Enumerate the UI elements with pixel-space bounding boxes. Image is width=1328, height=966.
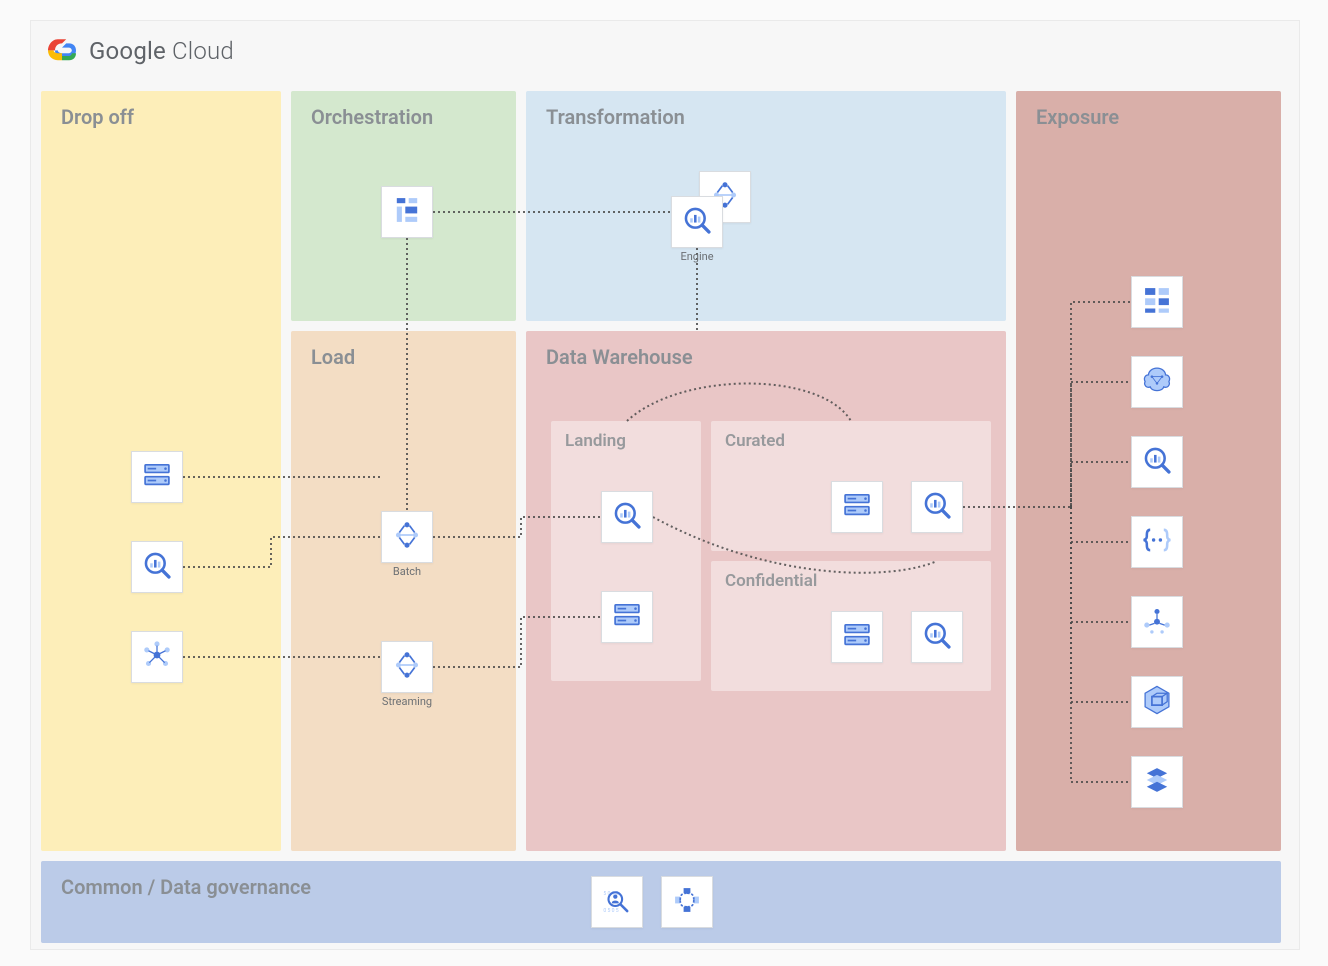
node-orch1 — [381, 186, 433, 238]
dataflow-icon — [390, 648, 424, 686]
node-curated2 — [911, 481, 963, 533]
bigquery-icon — [610, 498, 644, 536]
node-conf1 — [831, 611, 883, 663]
bigquery-icon — [1140, 443, 1174, 481]
node-label-trans1: Engine — [657, 250, 737, 263]
node-landing1 — [601, 491, 653, 543]
zone-transform: Transformation — [526, 91, 1006, 321]
node-exp1 — [1131, 276, 1183, 328]
zone-load: Load — [291, 331, 516, 851]
subzone-title-confidential: Confidential — [725, 571, 817, 591]
zone-title-load: Load — [311, 345, 355, 369]
node-label-load_batch: Batch — [367, 565, 447, 578]
storage-icon — [610, 598, 644, 636]
node-drop3 — [131, 631, 183, 683]
dataflow-icon — [390, 518, 424, 556]
zone-title-dw: Data Warehouse — [546, 345, 693, 369]
catalog-icon — [670, 883, 704, 921]
zone-title-orch: Orchestration — [311, 105, 433, 129]
bigquery-icon — [920, 618, 954, 656]
node-label-load_stream: Streaming — [367, 695, 447, 708]
vertex-icon — [1140, 363, 1174, 401]
subzone-title-landing: Landing — [565, 431, 626, 451]
node-exp3 — [1131, 436, 1183, 488]
node-exp2 — [1131, 356, 1183, 408]
bigquery-icon — [140, 548, 174, 586]
functions-icon — [1140, 523, 1174, 561]
subzone-title-curated: Curated — [725, 431, 785, 451]
storage-icon — [840, 618, 874, 656]
bigquery-icon — [920, 488, 954, 526]
node-load_batch — [381, 511, 433, 563]
node-conf2 — [911, 611, 963, 663]
header-brand: Google Cloud — [89, 37, 234, 65]
node-load_stream — [381, 641, 433, 693]
bigtable-icon — [1140, 763, 1174, 801]
node-trans1 — [671, 196, 723, 248]
node-drop1 — [131, 451, 183, 503]
svg-text:0 5 0 5: 0 5 0 5 — [603, 908, 618, 914]
node-gov1: 5 0 1 50 5 0 5 — [591, 876, 643, 928]
header: Google Cloud — [45, 35, 234, 67]
node-exp6 — [1131, 676, 1183, 728]
zone-title-exposure: Exposure — [1036, 105, 1119, 129]
google-cloud-logo-icon — [45, 35, 79, 67]
zone-title-governance: Common / Data governance — [61, 875, 311, 899]
node-gov2 — [661, 876, 713, 928]
composer-icon — [390, 193, 424, 231]
pubsub-icon — [140, 638, 174, 676]
bigquery-icon — [680, 203, 714, 241]
analytics-icon — [1140, 683, 1174, 721]
node-exp4 — [1131, 516, 1183, 568]
node-landing2 — [601, 591, 653, 643]
node-exp5 — [1131, 596, 1183, 648]
zone-title-dropoff: Drop off — [61, 105, 134, 129]
node-exp7 — [1131, 756, 1183, 808]
dataplex-icon — [1140, 603, 1174, 641]
storage-icon — [840, 488, 874, 526]
storage-icon — [140, 458, 174, 496]
dlp-icon: 5 0 1 50 5 0 5 — [600, 883, 634, 921]
node-drop2 — [131, 541, 183, 593]
node-curated1 — [831, 481, 883, 533]
looker-icon — [1140, 283, 1174, 321]
zone-title-transform: Transformation — [546, 105, 685, 129]
diagram-canvas: Google Cloud Drop off Orchestration Transf… — [30, 20, 1300, 950]
